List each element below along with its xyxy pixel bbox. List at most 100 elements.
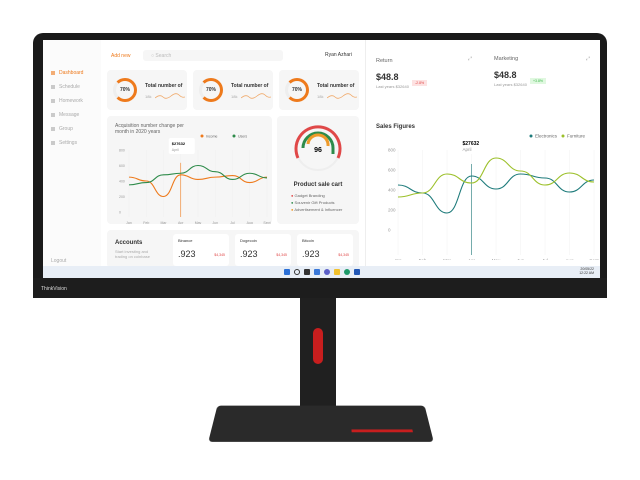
legend-marker <box>561 134 565 138</box>
tooltip-label: April <box>463 147 472 152</box>
gauge-value: 96 <box>314 147 322 154</box>
legend-item: ● Gadget Branding <box>291 193 325 198</box>
screen: Dashboard Schedule Homework Message Group Set… <box>43 40 600 278</box>
product-title: Product sale cart <box>293 182 343 188</box>
x-tick-label: Jun <box>212 221 218 224</box>
tooltip <box>459 138 486 154</box>
clock[interactable]: 20/05/22 12:22 AM <box>579 267 594 275</box>
y-tick-label: 400 <box>119 180 125 184</box>
chat-icon[interactable] <box>323 269 330 275</box>
progress-ring: 70% <box>113 78 137 102</box>
acquisition-chart: 800 600 400 200 0 Jan Feb Mar Apr May Jun Jul Aug Sep… <box>119 134 271 224</box>
x-tick-label: Apr <box>468 258 476 260</box>
legend-item: ● Advertisement & Influencer <box>291 207 343 212</box>
file-explorer-icon[interactable] <box>333 269 340 275</box>
x-tick-label: Aug <box>247 221 253 224</box>
stat-title: Total number of <box>231 83 269 89</box>
sparkline <box>155 93 185 99</box>
legend-label: Electronics <box>535 134 558 139</box>
x-tick-label: Mar <box>443 258 451 260</box>
nav-icon <box>51 127 55 131</box>
tooltip <box>168 138 195 154</box>
y-tick-label: 200 <box>119 195 125 199</box>
store-icon[interactable] <box>353 269 360 275</box>
logout-link[interactable]: Logout <box>51 258 67 264</box>
sidebar: Dashboard Schedule Homework Message Group Set… <box>43 40 101 268</box>
tooltip-label: April <box>172 148 179 152</box>
expand-icon[interactable]: ⤢ <box>468 56 473 62</box>
stand-base <box>208 405 434 442</box>
acquisition-card: Acquisition number change per month in 2… <box>107 116 272 224</box>
sidebar-item-homework[interactable]: Homework <box>51 98 83 104</box>
accounts-title: Accounts <box>115 240 143 246</box>
monitor-chin: ThinkVision <box>33 278 607 298</box>
x-tick-label: Jan <box>394 258 402 260</box>
y-tick-label: 800 <box>119 149 125 153</box>
sidebar-item-group[interactable]: Group <box>51 126 73 132</box>
task-view-icon[interactable] <box>303 269 310 275</box>
cable-clip <box>313 328 323 364</box>
stat-sub: 18k <box>231 94 238 99</box>
accounts-subtitle: Start investing and trading on coinbase <box>115 249 150 259</box>
product-gauge: 96 <box>294 125 342 171</box>
sales-title: Sales Figures <box>376 124 416 130</box>
x-tick-label: May <box>492 258 501 260</box>
legend-label: Users <box>238 135 247 139</box>
x-tick-label: Sept <box>263 221 270 224</box>
x-tick-label: Aug <box>565 258 574 260</box>
sidebar-item-message[interactable]: Message <box>51 112 79 118</box>
base-accent <box>351 429 413 433</box>
stat-sub: 18k <box>317 94 324 99</box>
legend-marker <box>232 134 236 138</box>
progress-ring: 70% <box>199 78 223 102</box>
y-tick-label: 0 <box>388 228 391 233</box>
taskbar: 20/05/22 12:22 AM <box>43 266 600 278</box>
sales-chart: 800 600 400 200 0 Jan Feb Mar Apr May Jun Jul Aug Sep… <box>388 134 599 261</box>
x-tick-label: May <box>195 221 202 224</box>
expand-icon[interactable]: ⤢ <box>586 56 591 62</box>
x-tick-label: Mar <box>160 221 167 224</box>
x-tick-label: Jan <box>126 221 132 224</box>
sparkline <box>327 93 357 99</box>
add-new-button[interactable]: Add new <box>111 53 131 59</box>
search-icon[interactable] <box>293 269 300 275</box>
nav-icon <box>51 99 55 103</box>
product-sale-card: 96 Product sale cart ● Gadget Branding ● … <box>277 116 359 224</box>
y-tick-label: 400 <box>388 188 396 193</box>
chart-title: Acquisition number change per month in 2… <box>115 123 184 135</box>
legend-label: Furniture <box>567 134 586 139</box>
legend-item: ● Souvenir Gift Products <box>291 200 335 205</box>
x-tick-label: Apr <box>178 221 184 224</box>
stand-neck <box>300 298 336 408</box>
stat-card: 70% Total number of 18k <box>107 70 187 110</box>
coin-card[interactable]: Bitcoin .923 $4,345 <box>297 234 353 266</box>
coin-card[interactable]: Binance .923 $4,345 <box>173 234 229 266</box>
tooltip-value: $27632 <box>463 141 480 147</box>
x-tick-label: Sept <box>589 258 599 260</box>
x-tick-label: Jul <box>230 221 235 224</box>
marketing-kpi: Marketing $48.8 +3.8% Last years $32640 <box>494 56 547 87</box>
x-tick-label: Feb <box>419 258 427 260</box>
nav-icon <box>51 71 55 75</box>
search-icon: ○ <box>151 53 156 59</box>
change-badge: +3.8% <box>530 78 547 84</box>
sidebar-item-dashboard[interactable]: Dashboard <box>51 70 83 76</box>
sidebar-item-schedule[interactable]: Schedule <box>51 84 80 90</box>
legend-label: Income <box>206 135 218 139</box>
user-name[interactable]: Ryan Azhari <box>325 52 352 58</box>
stat-card: 70% Total number of 18k <box>193 70 273 110</box>
x-tick-label: Jun <box>517 258 525 260</box>
widgets-icon[interactable] <box>313 269 320 275</box>
x-tick-label: Jul <box>542 258 548 260</box>
edge-icon[interactable] <box>343 269 350 275</box>
nav-icon <box>51 141 55 145</box>
change-badge: -2.8% <box>412 80 428 86</box>
progress-ring: 70% <box>285 78 309 102</box>
sidebar-item-settings[interactable]: Settings <box>51 140 77 146</box>
start-icon[interactable] <box>283 269 290 275</box>
search-input[interactable]: ○ Search <box>143 50 283 61</box>
stat-card: 70% Total number of 18k <box>279 70 359 110</box>
stat-title: Total number of <box>317 83 355 89</box>
stat-sub: 18k <box>145 94 152 99</box>
coin-card[interactable]: Dogecoin .923 $4,345 <box>235 234 291 266</box>
